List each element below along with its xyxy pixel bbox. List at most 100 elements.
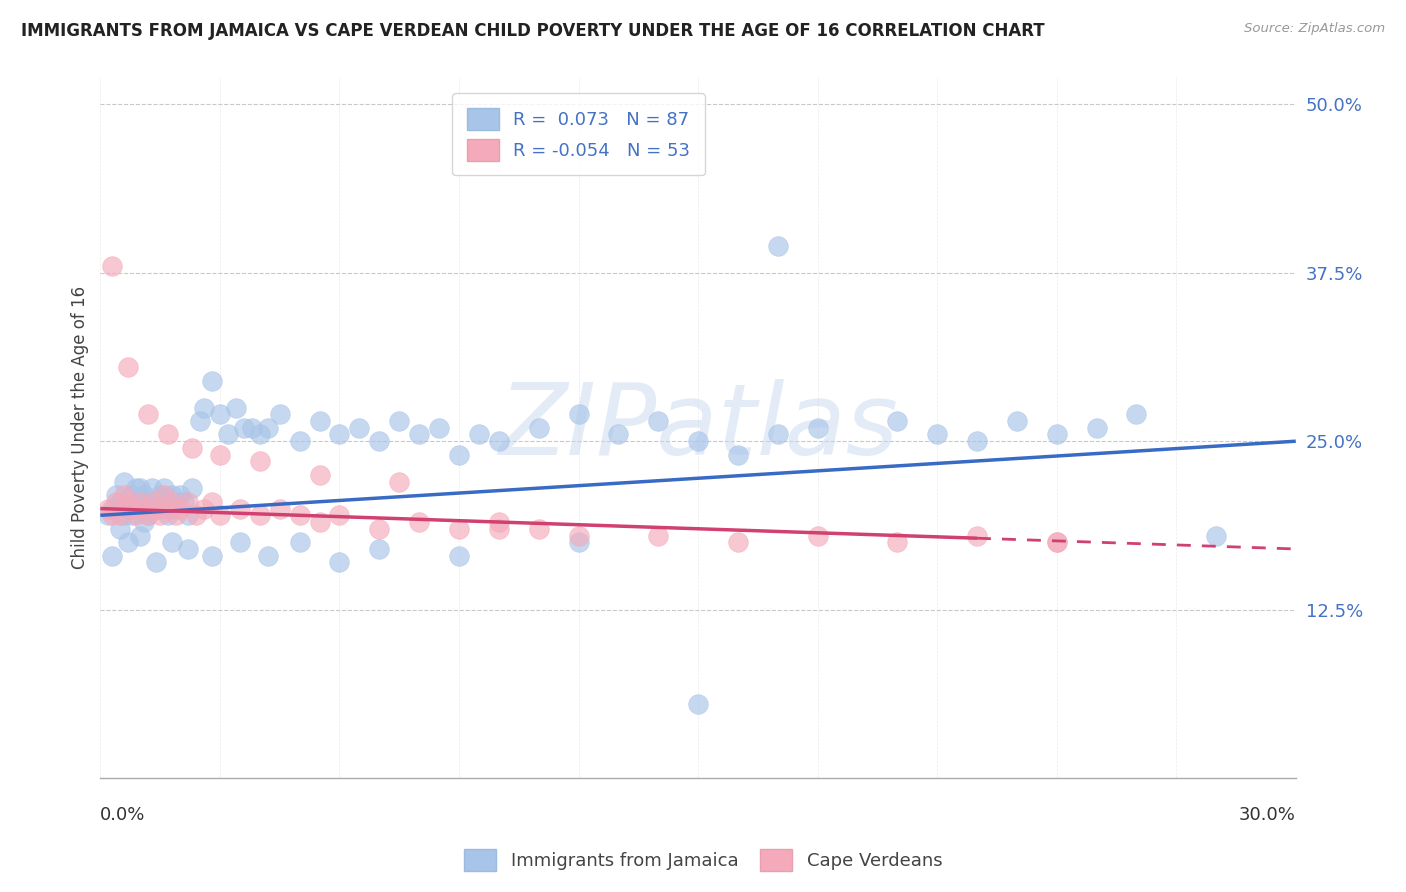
Point bbox=[134, 501, 156, 516]
Point bbox=[488, 522, 510, 536]
Point bbox=[927, 427, 949, 442]
Point bbox=[110, 495, 132, 509]
Point bbox=[188, 414, 211, 428]
Point bbox=[727, 448, 749, 462]
Point bbox=[807, 421, 830, 435]
Point bbox=[121, 501, 143, 516]
Point bbox=[136, 407, 159, 421]
Y-axis label: Child Poverty Under the Age of 16: Child Poverty Under the Age of 16 bbox=[72, 286, 89, 569]
Point bbox=[117, 360, 139, 375]
Text: ZIPatlas: ZIPatlas bbox=[498, 379, 898, 476]
Point bbox=[886, 535, 908, 549]
Point bbox=[308, 515, 330, 529]
Point bbox=[288, 508, 311, 523]
Point bbox=[129, 495, 152, 509]
Point bbox=[249, 508, 271, 523]
Point bbox=[101, 549, 124, 563]
Point bbox=[567, 535, 589, 549]
Point bbox=[1046, 535, 1069, 549]
Point bbox=[101, 259, 124, 273]
Point bbox=[1205, 528, 1227, 542]
Point bbox=[607, 427, 630, 442]
Point bbox=[488, 434, 510, 449]
Point bbox=[112, 475, 135, 489]
Point bbox=[160, 501, 183, 516]
Point bbox=[468, 427, 491, 442]
Point bbox=[1005, 414, 1028, 428]
Point bbox=[157, 501, 180, 516]
Point bbox=[249, 427, 271, 442]
Point bbox=[125, 495, 148, 509]
Point bbox=[169, 488, 191, 502]
Point bbox=[101, 508, 124, 523]
Point bbox=[727, 535, 749, 549]
Point bbox=[117, 535, 139, 549]
Point bbox=[169, 501, 191, 516]
Point bbox=[141, 495, 163, 509]
Point bbox=[145, 556, 167, 570]
Point bbox=[160, 488, 183, 502]
Point bbox=[201, 495, 224, 509]
Point bbox=[165, 495, 187, 509]
Point bbox=[269, 501, 291, 516]
Point bbox=[229, 501, 252, 516]
Point bbox=[427, 421, 450, 435]
Point bbox=[136, 508, 159, 523]
Point bbox=[647, 528, 669, 542]
Point bbox=[269, 407, 291, 421]
Point bbox=[225, 401, 247, 415]
Point bbox=[149, 508, 172, 523]
Point bbox=[208, 448, 231, 462]
Point bbox=[153, 488, 176, 502]
Point bbox=[121, 488, 143, 502]
Point bbox=[149, 501, 172, 516]
Point bbox=[447, 549, 470, 563]
Point bbox=[110, 508, 132, 523]
Point bbox=[165, 508, 187, 523]
Point bbox=[173, 495, 195, 509]
Point bbox=[1085, 421, 1108, 435]
Point bbox=[368, 541, 391, 556]
Point bbox=[177, 508, 200, 523]
Text: IMMIGRANTS FROM JAMAICA VS CAPE VERDEAN CHILD POVERTY UNDER THE AGE OF 16 CORREL: IMMIGRANTS FROM JAMAICA VS CAPE VERDEAN … bbox=[21, 22, 1045, 40]
Text: 30.0%: 30.0% bbox=[1239, 806, 1296, 824]
Point bbox=[686, 697, 709, 711]
Point bbox=[149, 488, 172, 502]
Text: 0.0%: 0.0% bbox=[100, 806, 146, 824]
Point bbox=[145, 501, 167, 516]
Point bbox=[240, 421, 263, 435]
Point bbox=[141, 501, 163, 516]
Point bbox=[408, 515, 430, 529]
Text: Source: ZipAtlas.com: Source: ZipAtlas.com bbox=[1244, 22, 1385, 36]
Point bbox=[328, 508, 350, 523]
Point bbox=[686, 434, 709, 449]
Point bbox=[201, 374, 224, 388]
Point bbox=[129, 481, 152, 495]
Point bbox=[97, 501, 120, 516]
Point bbox=[368, 434, 391, 449]
Point bbox=[105, 488, 128, 502]
Point bbox=[181, 441, 204, 455]
Point bbox=[766, 427, 789, 442]
Point bbox=[160, 535, 183, 549]
Point bbox=[153, 481, 176, 495]
Point bbox=[288, 535, 311, 549]
Point bbox=[157, 508, 180, 523]
Point bbox=[527, 421, 550, 435]
Point bbox=[388, 475, 411, 489]
Point bbox=[1046, 427, 1069, 442]
Point bbox=[229, 535, 252, 549]
Point bbox=[217, 427, 239, 442]
Point bbox=[117, 495, 139, 509]
Point bbox=[157, 427, 180, 442]
Point bbox=[966, 434, 988, 449]
Point bbox=[177, 541, 200, 556]
Point bbox=[766, 239, 789, 253]
Point bbox=[112, 508, 135, 523]
Point bbox=[208, 508, 231, 523]
Point bbox=[181, 481, 204, 495]
Point bbox=[349, 421, 371, 435]
Point bbox=[408, 427, 430, 442]
Point bbox=[134, 488, 156, 502]
Point bbox=[368, 522, 391, 536]
